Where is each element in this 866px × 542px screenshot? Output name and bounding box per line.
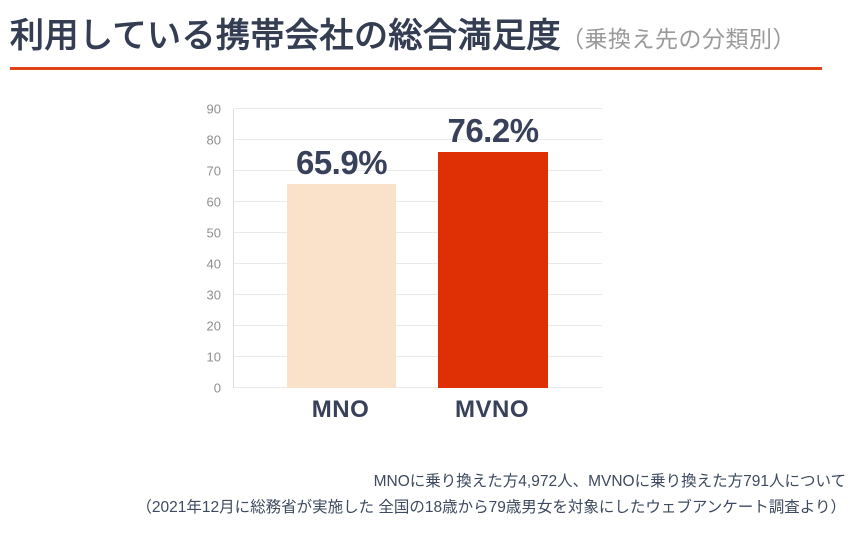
page-title: 利用している携帯会社の総合満足度 xyxy=(10,17,561,55)
footnote-line-source: （2021年12月に総務省が実施した 全国の18歳から79歳男女を対象にしたウェ… xyxy=(136,499,846,516)
footnote-line-sample: MNOに乗り換えた方4,972人、MVNOに乗り換えた方791人について xyxy=(373,473,846,490)
gridline xyxy=(234,263,602,264)
x-axis-label-mvno: MVNO xyxy=(455,396,529,423)
y-axis-tick-label: 80 xyxy=(206,132,221,148)
y-axis-tick-label: 50 xyxy=(206,225,221,241)
y-axis-tick-label: 70 xyxy=(206,163,221,179)
bar-chart-plot-area: 0 10 20 30 40 50 60 70 80 90 65.9% 76.2% xyxy=(207,103,602,395)
y-axis-tick-label: 90 xyxy=(206,101,221,117)
gridline xyxy=(234,356,602,357)
gridline xyxy=(234,139,602,140)
gridline xyxy=(234,170,602,171)
gridline xyxy=(234,232,602,233)
page-subtitle: （乗換え先の分類別） xyxy=(560,26,796,52)
bar-mvno: 76.2% xyxy=(438,114,548,388)
y-axis-tick-label: 0 xyxy=(213,380,221,396)
gridline xyxy=(234,325,602,326)
bar-value-label-mvno: 76.2% xyxy=(447,111,539,149)
y-axis-tick-label: 30 xyxy=(206,287,221,303)
bar-mno: 65.9% xyxy=(287,146,396,388)
x-axis-label-mno: MNO xyxy=(311,396,370,423)
y-axis-tick-label: 20 xyxy=(206,318,221,334)
gridline xyxy=(234,201,602,202)
bar-chart-x-axis: MNO MVNO xyxy=(233,394,602,426)
y-axis-tick-label: 10 xyxy=(206,349,221,365)
gridline xyxy=(234,387,602,388)
page-header: 利用している携帯会社の総合満足度（乗換え先の分類別） xyxy=(10,13,822,70)
y-axis-tick-label: 40 xyxy=(206,256,221,272)
footnote: MNOに乗り換えた方4,972人、MVNOに乗り換えた方791人について （20… xyxy=(136,469,846,521)
y-axis-tick-label: 60 xyxy=(206,194,221,210)
gridline xyxy=(234,108,602,109)
bar-value-label-mno: 65.9% xyxy=(295,143,388,181)
gridline xyxy=(234,294,602,295)
